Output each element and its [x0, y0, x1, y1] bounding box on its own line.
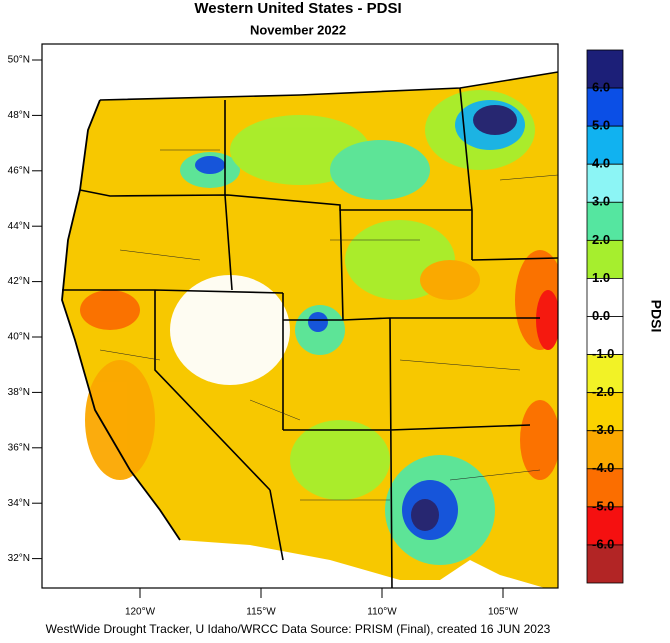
colorbar-box [586, 392, 624, 432]
lat-label: 44°N [8, 221, 30, 232]
lon-label: 120°W [125, 607, 156, 618]
colorbar-label: 2.0 [592, 232, 610, 247]
colorbar-box [586, 354, 624, 394]
colorbar-label: -6.0 [592, 536, 614, 551]
colorbar-box [586, 201, 624, 241]
colorbar-label: 3.0 [592, 194, 610, 209]
title: Western United States - PDSI [194, 0, 401, 17]
map [41, 43, 559, 589]
colorbar-label: -5.0 [592, 498, 614, 513]
colorbar-label: 6.0 [592, 80, 610, 95]
colorbar-label: -3.0 [592, 422, 614, 437]
colorbar-label: 4.0 [592, 156, 610, 171]
lat-label: 48°N [8, 110, 30, 121]
colorbar-box [586, 316, 624, 355]
lat-label: 34°N [8, 498, 30, 509]
colorbar-box [586, 430, 624, 470]
lat-label: 36°N [8, 442, 30, 453]
footer: WestWide Drought Tracker, U Idaho/WRCC D… [46, 622, 551, 636]
lat-label: 46°N [8, 165, 30, 176]
lat-label: 40°N [8, 332, 30, 343]
colorbar-label: 5.0 [592, 118, 610, 133]
colorbar-box [586, 239, 624, 279]
subtitle: November 2022 [250, 22, 346, 37]
colorbar-label: -1.0 [592, 346, 614, 361]
lon-label: 105°W [488, 607, 519, 618]
colorbar-box [586, 278, 624, 317]
colorbar-label: 1.0 [592, 270, 610, 285]
colorbar-label: -4.0 [592, 460, 614, 475]
colorbar-label: 0.0 [592, 308, 610, 323]
colorbar-box [586, 544, 624, 584]
colorbar-box [586, 468, 624, 508]
lat-label: 32°N [8, 553, 30, 564]
colorbar-box [586, 163, 624, 203]
colorbar-label: -2.0 [592, 384, 614, 399]
lat-label: 42°N [8, 276, 30, 287]
colorbar-box [586, 87, 624, 127]
lon-label: 110°W [367, 607, 397, 618]
colorbar-title: PDSI [648, 300, 664, 333]
colorbar-box [586, 49, 624, 89]
lat-label: 38°N [8, 387, 30, 398]
colorbar-box [586, 506, 624, 546]
lat-label: 50°N [8, 55, 30, 66]
lon-label: 115°W [246, 607, 276, 618]
